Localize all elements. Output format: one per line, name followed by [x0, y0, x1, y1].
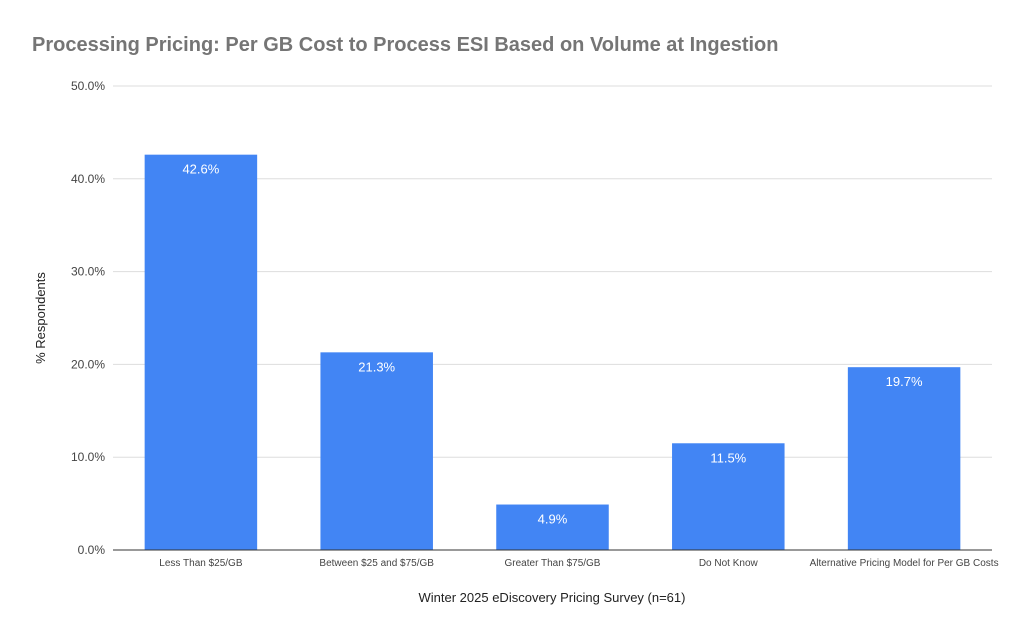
y-tick-label: 20.0% — [71, 357, 105, 371]
y-tick-label: 10.0% — [71, 450, 105, 464]
y-axis-label: % Respondents — [33, 272, 48, 364]
chart-title: Processing Pricing: Per GB Cost to Proce… — [32, 34, 779, 56]
x-axis-label: Winter 2025 eDiscovery Pricing Survey (n… — [419, 590, 686, 605]
x-tick-label: Do Not Know — [699, 558, 759, 569]
bar — [496, 504, 609, 550]
y-tick-label: 0.0% — [78, 543, 106, 557]
bars: 42.6% 21.3% 4.9% 11.5% 19.7% — [144, 154, 961, 550]
y-tick-label: 50.0% — [71, 79, 105, 93]
x-tick-label: Between $25 and $75/GB — [319, 558, 434, 569]
y-tick-label: 30.0% — [71, 265, 105, 279]
bar-value-label: 11.5% — [710, 450, 746, 465]
y-tick-label: 40.0% — [71, 172, 105, 186]
gridlines — [113, 85, 992, 458]
bar — [672, 443, 785, 550]
bar — [847, 367, 961, 550]
bar — [320, 352, 433, 550]
bar-value-label: 42.6% — [182, 162, 219, 177]
x-tick-label: Greater Than $75/GB — [505, 558, 601, 569]
bar-value-label: 4.9% — [538, 512, 568, 527]
x-tick-label: Alternative Pricing Model for Per GB Cos… — [810, 558, 999, 569]
bar — [144, 154, 258, 550]
bar-value-label: 21.3% — [358, 359, 395, 374]
x-tick-label: Less Than $25/GB — [159, 558, 243, 569]
bar-value-label: 19.7% — [886, 374, 923, 389]
axes: 0.0% 10.0% 20.0% 30.0% 40.0% 50.0% Less Than $… — [71, 79, 999, 569]
